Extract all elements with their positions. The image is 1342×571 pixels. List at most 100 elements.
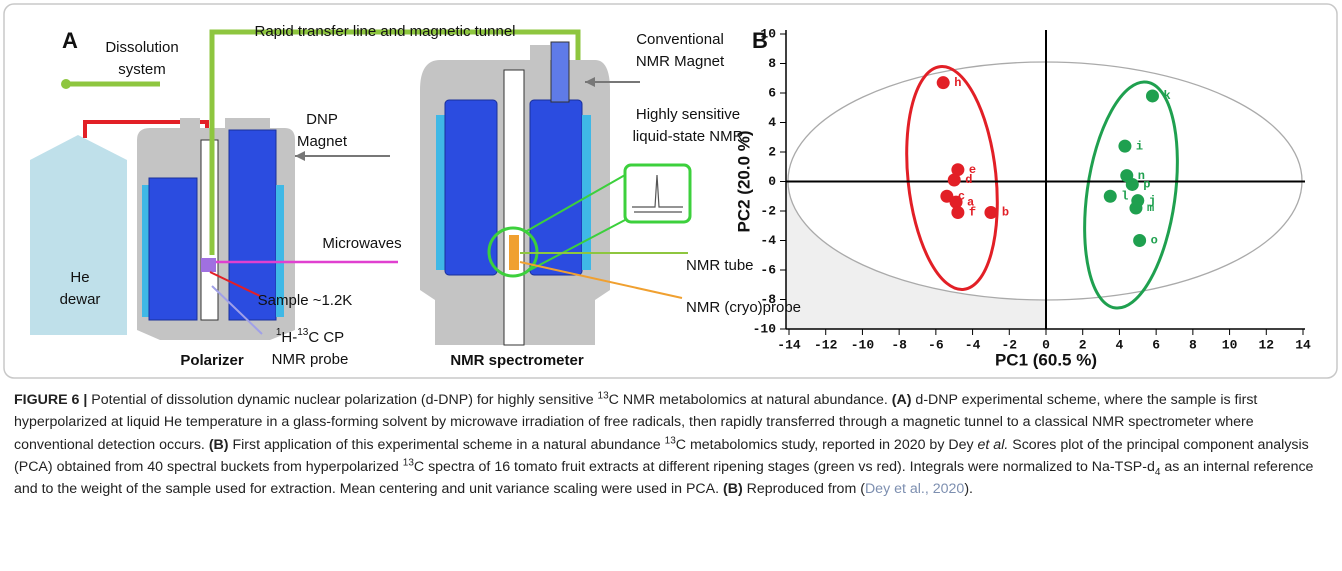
x-tick-label: -4	[965, 337, 981, 352]
data-point	[1118, 139, 1132, 153]
coil-shield	[436, 115, 445, 270]
x-tick-label: -6	[928, 337, 944, 352]
point-label: o	[1151, 234, 1158, 248]
diagram-label: NMR spectrometer	[450, 352, 584, 369]
x-tick-label: 2	[1079, 337, 1087, 352]
x-axis-title: PC1 (60.5 %)	[995, 350, 1097, 369]
y-tick-label: 10	[760, 26, 776, 41]
coil-shield	[276, 185, 284, 317]
caption-text: 13	[664, 434, 676, 446]
caption-text: (B)	[723, 481, 743, 498]
dissolution-port	[61, 79, 71, 89]
label-part: NMR probe	[272, 351, 349, 368]
data-point	[947, 173, 961, 187]
y-tick-label: -6	[760, 262, 776, 277]
y-tick-label: 4	[768, 115, 776, 130]
zoom-lines	[524, 174, 626, 271]
pca-chart: -10 -8 -6 -4 -2 0 2 4 6 8 10 -14 -12 -10 -8 -6 -4 -2 0 2 4 6 8…	[734, 26, 1311, 369]
diagram-label: 1H-13C CP	[276, 327, 344, 346]
coil-shield	[582, 115, 591, 270]
data-point	[984, 205, 998, 219]
point-label: n	[1138, 169, 1145, 183]
nmr-tube	[509, 235, 519, 270]
data-point	[1145, 89, 1159, 103]
y-tick-label: -4	[760, 233, 776, 248]
panel-label: A	[62, 28, 78, 53]
cryoprobe-pointer	[519, 261, 683, 299]
caption-text: C NMR metabolomics at natural abundance.	[608, 392, 892, 408]
x-tick-label: 10	[1222, 337, 1238, 352]
diagram-label: Highly sensitive	[636, 106, 740, 123]
label-part: 1	[276, 327, 282, 338]
point-label: k	[1163, 89, 1170, 103]
probe-bore	[503, 69, 525, 346]
magnet-neck	[550, 41, 570, 103]
point-label: c	[958, 189, 965, 203]
data-point	[1129, 201, 1143, 215]
caption-text: (A)	[891, 392, 912, 408]
x-tick-label: 0	[1042, 337, 1050, 352]
caption-text: 13	[597, 390, 609, 402]
data-point	[949, 195, 963, 209]
label-part: C CP	[308, 329, 344, 346]
sample	[201, 258, 216, 272]
caption-text: et al.	[977, 436, 1009, 453]
caption-text: Potential of dissolution dynamic nuclear…	[87, 392, 598, 408]
he-dewar	[30, 135, 127, 335]
point-label: p	[1143, 178, 1150, 192]
point-label: d	[965, 173, 972, 187]
data-point	[1125, 177, 1139, 191]
figure-caption: FIGURE 6 | Potential of dissolution dyna…	[14, 389, 1330, 500]
x-tick-label: -2	[1001, 337, 1017, 352]
caption-text: First application of this experimental s…	[228, 436, 665, 453]
y-tick-label: 8	[768, 56, 776, 71]
caption-text: ).	[964, 481, 973, 498]
y-tick-label: -8	[760, 292, 776, 307]
diagram-label: NMR tube	[686, 257, 754, 274]
caption-text: Scores plot of the principal component a…	[14, 436, 1309, 475]
x-tick-label: -12	[814, 337, 838, 352]
caption-text: FIGURE 6 |	[14, 392, 88, 408]
x-tick-label: 14	[1295, 337, 1311, 352]
label-part: 13	[297, 327, 309, 338]
spectrum	[632, 174, 683, 213]
x-tick-label: -14	[777, 337, 801, 352]
data-point	[1103, 189, 1117, 203]
figure-frame	[3, 3, 1338, 379]
panel-label: B	[752, 28, 768, 53]
data-point	[936, 76, 950, 90]
diagram-label: Rapid transfer line and magnetic tunnel	[255, 23, 516, 40]
caption-text: 4	[1154, 466, 1161, 478]
diagram-label: Sample ~1.2K	[258, 292, 353, 309]
point-label: l	[1121, 189, 1128, 203]
caption-text: 13	[402, 457, 414, 469]
diagram-label: Dissolution	[105, 39, 178, 56]
x-tick-label: -10	[851, 337, 875, 352]
green-group-ellipse	[1083, 80, 1179, 310]
diagram-label: liquid-state NMR	[633, 128, 744, 145]
diagram-label: NMR (cryo)probe	[686, 299, 801, 316]
diagram-label: NMR Magnet	[636, 53, 725, 70]
red-group-ellipse	[905, 65, 999, 291]
coil-shield	[142, 185, 150, 317]
diagram-label: system	[118, 61, 166, 78]
spectrum-box	[623, 163, 692, 224]
y-axis-title: PC2 (20.0 %)	[734, 130, 753, 232]
point-label: h	[954, 76, 961, 90]
diagram-label: Magnet	[297, 133, 348, 150]
point-label: i	[1136, 139, 1143, 153]
magnet-coil	[444, 99, 498, 276]
x-tick-label: 4	[1116, 337, 1124, 352]
caption-text: (B)	[208, 436, 229, 453]
magnet-coil	[148, 177, 198, 321]
y-tick-label: 2	[768, 144, 776, 159]
point-label: f	[969, 206, 976, 220]
y-tick-label: 6	[768, 85, 776, 100]
citation-link[interactable]: Dey et al., 2020	[864, 481, 965, 498]
point-label: j	[1149, 194, 1156, 208]
diagram-label: Conventional	[636, 31, 724, 48]
y-tick-label: -2	[760, 203, 776, 218]
caption-text: d-DNP experimental scheme, where the sam…	[14, 392, 1258, 453]
